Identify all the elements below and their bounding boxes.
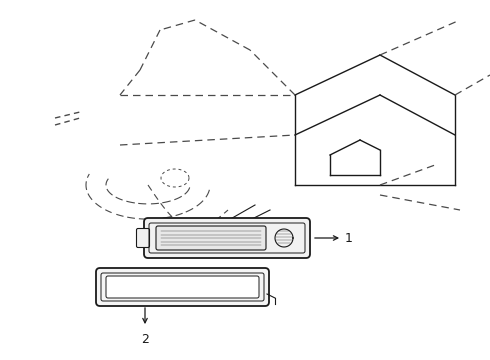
FancyBboxPatch shape (144, 218, 310, 258)
FancyBboxPatch shape (137, 229, 149, 248)
FancyBboxPatch shape (106, 276, 259, 298)
Text: 1: 1 (345, 231, 353, 244)
FancyBboxPatch shape (156, 226, 266, 250)
Text: 2: 2 (141, 333, 149, 346)
FancyBboxPatch shape (96, 268, 269, 306)
